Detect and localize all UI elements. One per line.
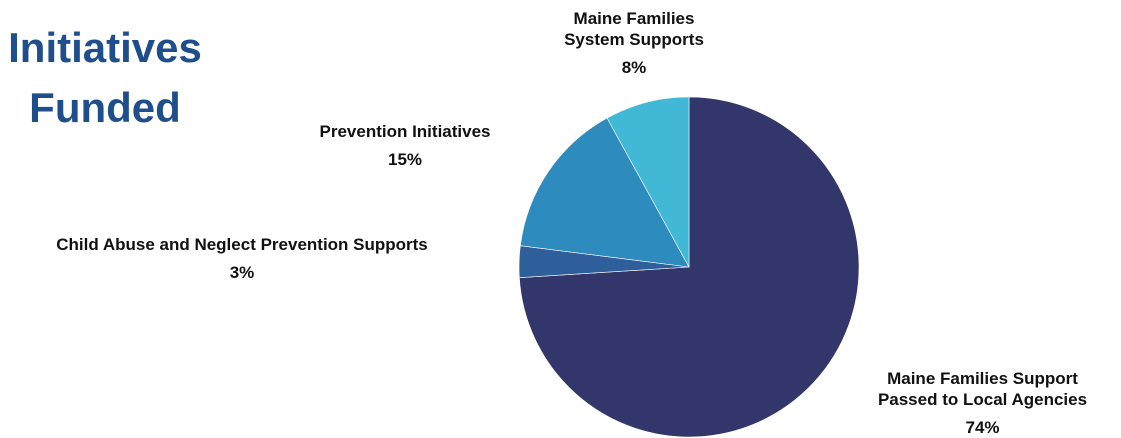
chart-title-line-1: Initiatives bbox=[8, 24, 202, 71]
slice-pct-system-supports: 8% bbox=[621, 58, 647, 77]
slice-label-local-agencies: Maine Families Support Passed to Local A… bbox=[830, 368, 1121, 438]
slice-label-prevention-initiatives: Prevention Initiatives 15% bbox=[285, 121, 525, 170]
slice-pct-child-abuse-prevention: 3% bbox=[229, 263, 255, 282]
chart-title-line-2: Funded bbox=[29, 84, 181, 131]
slice-system-supports bbox=[606, 96, 690, 268]
slice-label-system-supports: Maine Families System Supports 8% bbox=[534, 8, 734, 78]
slice-label-local-agencies-line-2: Passed to Local Agencies bbox=[877, 390, 1088, 409]
slice-label-child-abuse-prevention: Child Abuse and Neglect Prevention Suppo… bbox=[0, 234, 484, 283]
slice-pct-prevention-initiatives: 15% bbox=[387, 150, 423, 169]
slice-pct-local-agencies: 74% bbox=[965, 418, 1000, 437]
slice-label-system-supports-line-1: Maine Families bbox=[573, 9, 695, 28]
slice-label-child-abuse-prevention-line-1: Child Abuse and Neglect Prevention Suppo… bbox=[56, 235, 428, 254]
slice-label-system-supports-line-2: System Supports bbox=[564, 30, 704, 49]
slice-label-local-agencies-line-1: Maine Families Support bbox=[887, 369, 1078, 388]
chart-title: Initiatives Funded bbox=[0, 18, 220, 138]
slice-label-prevention-initiatives-line-1: Prevention Initiatives bbox=[319, 122, 491, 141]
slice-prevention-initiatives bbox=[520, 117, 690, 268]
